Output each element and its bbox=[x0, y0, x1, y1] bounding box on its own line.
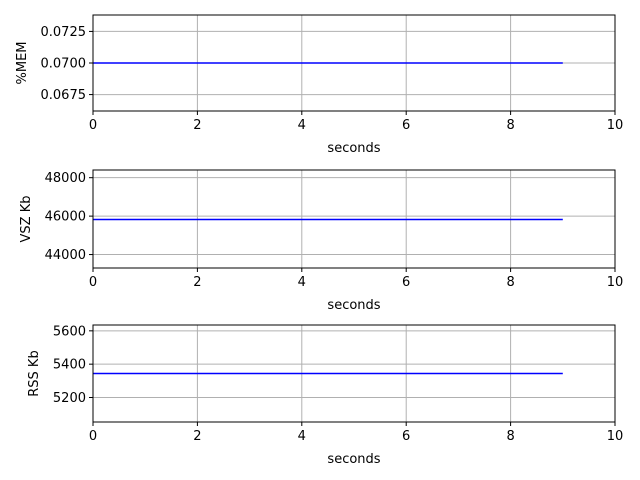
axes-frame bbox=[92, 324, 616, 423]
x-tick-label: 2 bbox=[193, 429, 201, 444]
chart-panel-1: 0 2 4 6 8 10 0.0675 0.0700 0.0725 seconds %MEM bbox=[15, 14, 624, 156]
x-tick-label: 4 bbox=[298, 275, 306, 290]
y-tick-label: 5400 bbox=[53, 358, 86, 373]
y-tick-label: 46000 bbox=[45, 210, 86, 225]
y-tick-label: 44000 bbox=[45, 248, 86, 263]
x-axis-label: seconds bbox=[327, 298, 380, 313]
x-tick-label: 10 bbox=[607, 118, 624, 133]
axes-frame bbox=[92, 169, 616, 269]
x-tick-label: 6 bbox=[402, 275, 410, 290]
x-tick-label: 4 bbox=[298, 429, 306, 444]
x-tick-label: 0 bbox=[89, 118, 97, 133]
x-tick-label: 8 bbox=[506, 429, 514, 444]
x-tick-label: 6 bbox=[402, 118, 410, 133]
x-tick-label: 8 bbox=[506, 275, 514, 290]
x-tick-label: 2 bbox=[193, 118, 201, 133]
x-tick-label: 0 bbox=[89, 275, 97, 290]
x-axis-label: seconds bbox=[327, 452, 380, 467]
x-tick-label: 10 bbox=[607, 275, 624, 290]
chart-panel-3: 0 2 4 6 8 10 5200 5400 5600 seconds RSS Kb bbox=[27, 324, 623, 467]
x-axis-label: seconds bbox=[327, 141, 380, 156]
y-tick-label: 0.0675 bbox=[41, 88, 87, 103]
y-tick-label: 48000 bbox=[45, 171, 86, 186]
y-axis-label: RSS Kb bbox=[27, 350, 42, 396]
y-tick-label: 5200 bbox=[53, 391, 86, 406]
x-tick-label: 10 bbox=[607, 429, 624, 444]
x-tick-label: 2 bbox=[193, 275, 201, 290]
y-axis-label: VSZ Kb bbox=[19, 196, 34, 243]
chart-panel-2: 0 2 4 6 8 10 44000 46000 48000 seconds VSZ Kb bbox=[19, 169, 624, 313]
y-tick-label: 0.0700 bbox=[41, 57, 87, 72]
y-tick-label: 5600 bbox=[53, 324, 86, 339]
y-axis-label: %MEM bbox=[15, 42, 30, 85]
x-tick-label: 6 bbox=[402, 429, 410, 444]
x-tick-label: 4 bbox=[298, 118, 306, 133]
x-tick-label: 8 bbox=[506, 118, 514, 133]
x-tick-label: 0 bbox=[89, 429, 97, 444]
y-tick-label: 0.0725 bbox=[41, 25, 87, 40]
